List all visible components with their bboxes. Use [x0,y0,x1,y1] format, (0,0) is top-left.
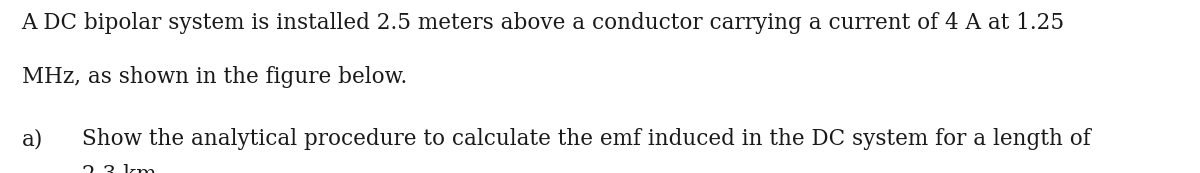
Text: a): a) [22,128,43,150]
Text: MHz, as shown in the figure below.: MHz, as shown in the figure below. [22,66,407,88]
Text: 2.3 km.: 2.3 km. [82,164,163,173]
Text: A DC bipolar system is installed 2.5 meters above a conductor carrying a current: A DC bipolar system is installed 2.5 met… [22,12,1064,34]
Text: Show the analytical procedure to calculate the emf induced in the DC system for : Show the analytical procedure to calcula… [82,128,1091,150]
